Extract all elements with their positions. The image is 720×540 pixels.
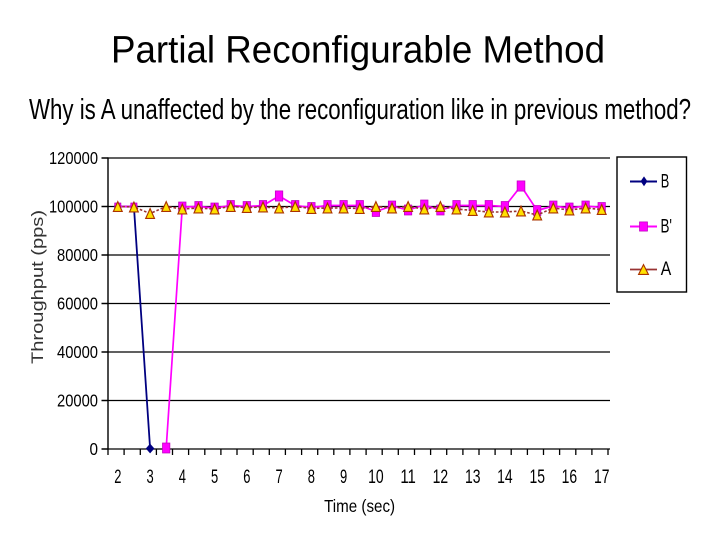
svg-text:120000: 120000 xyxy=(49,148,98,168)
svg-text:8: 8 xyxy=(308,467,315,488)
svg-text:5: 5 xyxy=(211,467,218,488)
svg-text:80000: 80000 xyxy=(57,245,98,265)
svg-text:Why is A unaffected by the rec: Why is A unaffected by the reconfigurati… xyxy=(29,94,691,126)
svg-text:20000: 20000 xyxy=(57,391,98,411)
svg-text:Time (sec): Time (sec) xyxy=(324,496,395,516)
svg-text:14: 14 xyxy=(497,467,513,488)
svg-text:7: 7 xyxy=(276,467,283,488)
svg-text:B': B' xyxy=(661,216,673,237)
svg-text:Throughput (pps): Throughput (pps) xyxy=(28,210,47,364)
svg-text:11: 11 xyxy=(400,467,416,488)
svg-text:B: B xyxy=(661,171,670,192)
svg-text:17: 17 xyxy=(594,467,610,488)
svg-text:Partial Reconfigurable Method: Partial Reconfigurable Method xyxy=(111,30,605,72)
svg-text:13: 13 xyxy=(465,467,481,488)
svg-text:15: 15 xyxy=(529,467,545,488)
svg-text:16: 16 xyxy=(562,467,578,488)
svg-text:100000: 100000 xyxy=(49,197,98,217)
svg-text:10: 10 xyxy=(368,467,384,488)
svg-text:40000: 40000 xyxy=(57,342,98,362)
svg-text:0: 0 xyxy=(90,439,99,459)
svg-text:6: 6 xyxy=(243,467,250,488)
svg-text:12: 12 xyxy=(433,467,449,488)
svg-text:3: 3 xyxy=(147,467,154,488)
svg-text:9: 9 xyxy=(340,467,347,488)
svg-text:60000: 60000 xyxy=(57,294,98,314)
svg-text:4: 4 xyxy=(179,467,186,488)
svg-text:A: A xyxy=(661,259,672,280)
svg-text:2: 2 xyxy=(114,467,121,488)
